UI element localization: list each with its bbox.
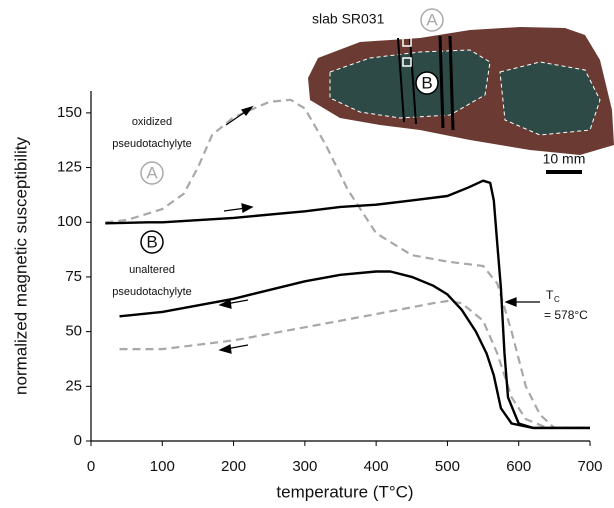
x-axis-title: temperature (T°C) (276, 482, 413, 501)
annotation: A (146, 163, 158, 182)
annotation: oxidized (132, 116, 172, 128)
marker-circle (140, 230, 164, 254)
x-tick-label: 0 (87, 458, 95, 475)
y-tick-label: 25 (65, 377, 82, 394)
annotation: T (546, 288, 554, 302)
inset-title: slab SR031 (312, 11, 385, 27)
plot-area: 0 25 50 75 100 125 150 0 100 200 300 400 500 600 700 (57, 91, 603, 475)
inset-label: B (421, 73, 432, 92)
data-line (119, 299, 590, 429)
annotation: pseudotachylyte (112, 138, 192, 150)
annotation: B (146, 232, 157, 251)
annotation: C (554, 295, 560, 304)
x-tick-label: 300 (292, 458, 317, 475)
y-tick-label: 0 (74, 432, 82, 449)
y-tick-label: 75 (65, 268, 82, 285)
y-tick-label: 50 (65, 323, 82, 340)
scale-label: 10 mm (543, 151, 586, 167)
annotation: pseudotachylyte (112, 286, 192, 298)
x-tick-label: 600 (506, 458, 531, 475)
x-tick-label: 100 (150, 458, 175, 475)
data-line (119, 270, 590, 430)
y-tick-label: 150 (57, 104, 82, 121)
x-tick-label: 200 (221, 458, 246, 475)
arrows (218, 105, 540, 354)
y-tick-label: 125 (57, 159, 82, 176)
annotation: unaltered (129, 264, 175, 276)
inset-label: A (426, 10, 438, 29)
x-tick-label: 700 (577, 458, 602, 475)
x-tick-label: 400 (364, 458, 389, 475)
data-line (105, 98, 590, 429)
y-tick-label: 100 (57, 213, 82, 230)
marker-circle (140, 161, 164, 185)
y-axis-title: normalized magnetic susceptibility (11, 137, 30, 395)
data-line (105, 179, 590, 430)
x-tick-label: 500 (435, 458, 460, 475)
inset-photo (308, 8, 614, 174)
annotation: = 578°C (544, 308, 588, 322)
